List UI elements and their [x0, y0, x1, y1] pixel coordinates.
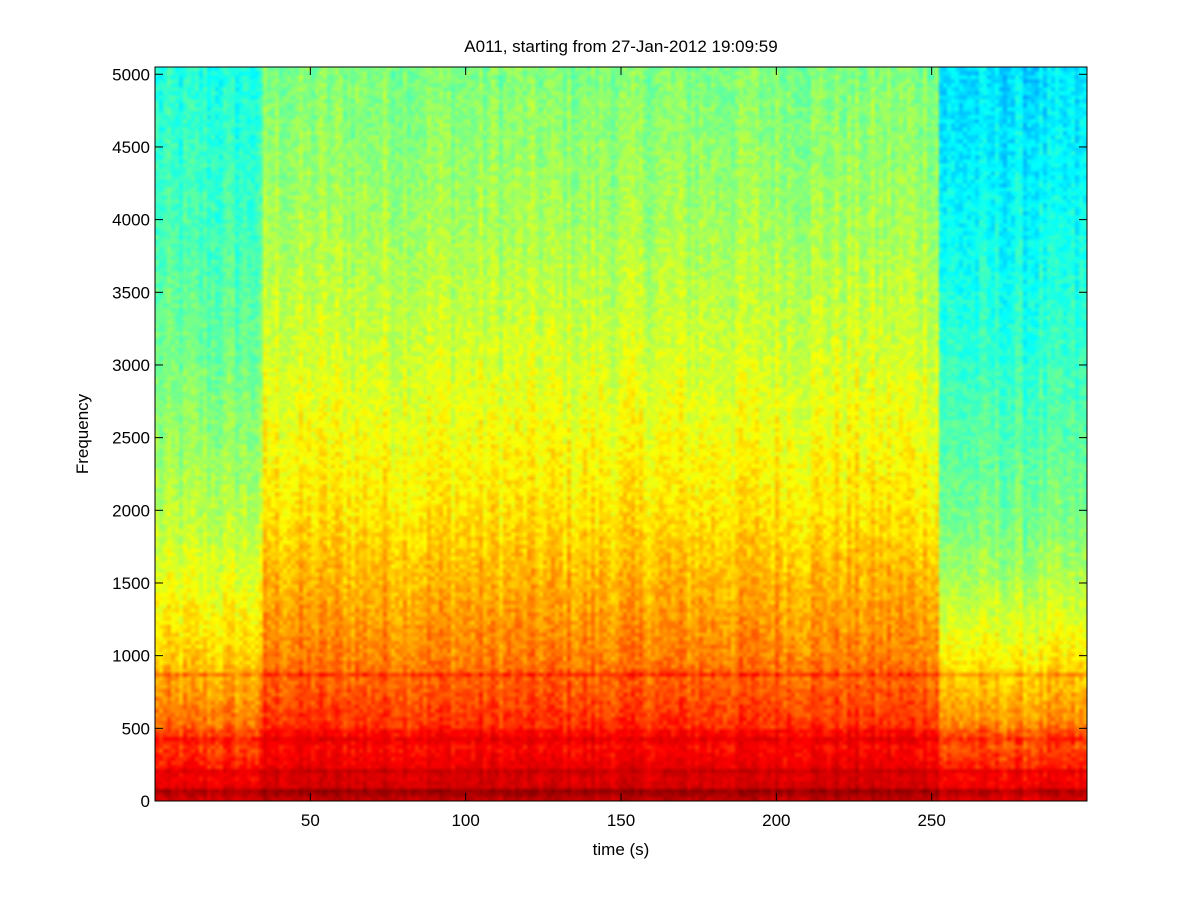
x-tick-label: 50	[301, 811, 320, 830]
x-tick-label: 100	[451, 811, 479, 830]
y-tick-label: 3500	[112, 283, 150, 302]
y-tick-label: 3000	[112, 356, 150, 375]
y-tick-label: 4500	[112, 138, 150, 157]
y-tick-label: 1000	[112, 647, 150, 666]
spectrogram-heatmap	[155, 67, 1087, 801]
spectrogram-image	[155, 67, 1087, 801]
y-tick-label: 0	[141, 792, 150, 811]
y-tick-label: 500	[122, 719, 150, 738]
y-tick-label: 1500	[112, 574, 150, 593]
x-tick-label: 200	[762, 811, 790, 830]
x-axis-ticks: 50 100 150 200 250	[301, 67, 946, 830]
y-tick-label: 5000	[112, 65, 150, 84]
y-tick-label: 2500	[112, 429, 150, 448]
x-tick-label: 150	[607, 811, 635, 830]
y-axis-label: Frequency	[73, 393, 92, 474]
x-axis-label: time (s)	[593, 840, 650, 859]
y-tick-label: 4000	[112, 211, 150, 230]
y-tick-label: 2000	[112, 501, 150, 520]
y-axis-ticks: 0 500 1000 1500 2000 2500 3000 3500 4000 4500 5000	[112, 65, 1087, 811]
x-tick-label: 250	[917, 811, 945, 830]
chart-title: A011, starting from 27-Jan-2012 19:09:59	[464, 37, 777, 56]
